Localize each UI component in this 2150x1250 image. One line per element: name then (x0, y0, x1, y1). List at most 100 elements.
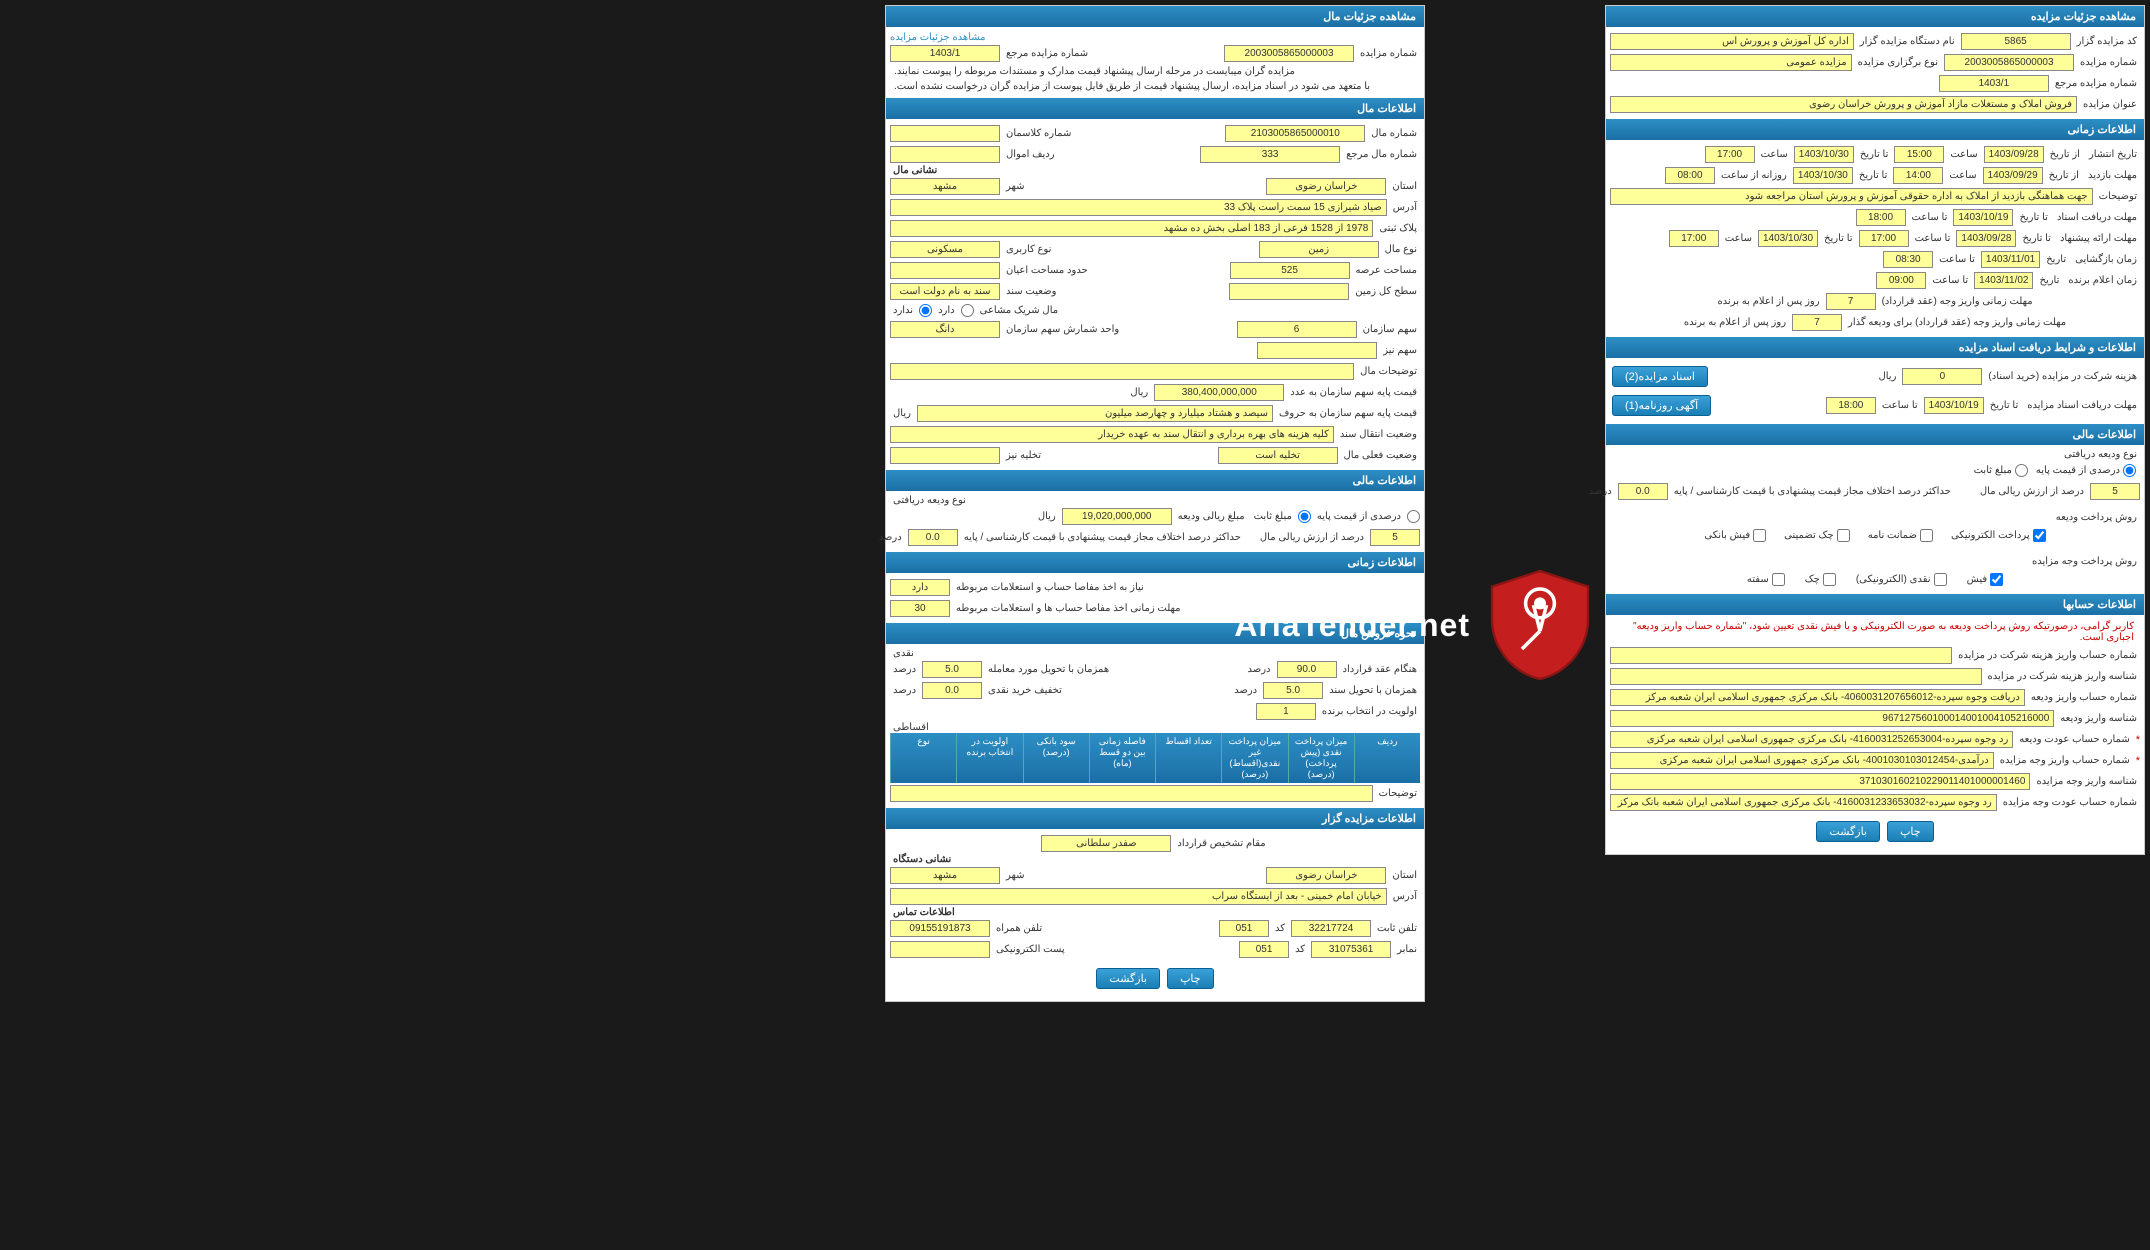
pct-radio[interactable]: درصدی از قیمت پایه (2036, 464, 2136, 477)
section-financial: اطلاعات مالی (1606, 424, 2144, 445)
type-label: نوع برگزاری مزایده (1855, 57, 1941, 68)
city: مشهد (890, 178, 1000, 195)
phone: 32217724 (1291, 920, 1371, 937)
type-field: مزایده عمومی (1610, 54, 1852, 71)
cost-label: هزینه شرکت در مزایده (خرید اسناد) (1985, 371, 2140, 382)
amount-account: درآمدی-4001030103012454- بانک مرکزی جمهو… (1610, 752, 1994, 769)
plate: 1978 از 1528 فرعی از 183 اصلی بخش ده مشه… (890, 220, 1373, 237)
desc-label: توضیحات (2096, 191, 2140, 202)
asset-detail-panel: مشاهده جزئیات مال مشاهده جزئیات مزایده ش… (885, 5, 1425, 1002)
use-type: مسکونی (890, 241, 1000, 258)
deposit-id: 967127560100014001004105216000 (1610, 710, 2054, 727)
shared-yes[interactable]: دارد (935, 304, 974, 317)
chk-check[interactable]: چک (1805, 573, 1836, 586)
ref2: 333 (1200, 146, 1340, 163)
auction-num-label: شماره مزایده (2077, 57, 2140, 68)
view-auction-link[interactable]: مشاهده جزئیات مزایده (890, 32, 986, 43)
print-button-2[interactable]: چاپ (1167, 968, 1214, 989)
subject-label: عنوان مزایده (2080, 99, 2140, 110)
pub-date-label: تاریخ انتشار (2086, 149, 2140, 160)
deposit-type-label: نوع ودیعه دریافتی (1610, 449, 2140, 460)
contract-time-label: مهلت زمانی واریز وجه (عقد قرارداد) (1879, 296, 2036, 307)
cash-check[interactable]: نقدی (الکترونیکی) (1856, 573, 1947, 586)
org-city: مشهد (890, 867, 1000, 884)
inquiry-time: 30 (890, 600, 950, 617)
code-field: 5865 (1961, 33, 2071, 50)
fax-code: 051 (1239, 941, 1289, 958)
code-label: کد مزایده گزار (2074, 36, 2140, 47)
doc-status: سند به نام دولت است (890, 283, 1000, 300)
payment-time-label: مهلت زمانی واریز وجه (عقد قرارداد) برای … (1845, 317, 2069, 328)
ref-label: شماره مزایده مرجع (2052, 78, 2140, 89)
section-accounts: اطلاعات حسابها (1606, 594, 2144, 615)
return-amount-account: رد وجوه سپرده-4160031233653032- بانک مرک… (1610, 794, 1997, 811)
deposit-account: دریافت وجوه سپرده-4060031207656012- بانک… (1610, 689, 2025, 706)
newspaper-button[interactable]: آگهی روزنامه(1) (1612, 395, 1711, 416)
epay-check[interactable]: پرداخت الکترونیکی (1951, 529, 2046, 542)
org-label: نام دستگاه مزایده گزار (1857, 36, 1958, 47)
cheque-check[interactable]: چک تضمینی (1784, 529, 1850, 542)
visit-label: مهلت بازدید (2085, 170, 2140, 181)
shared-no[interactable]: ندارد (890, 304, 932, 317)
inquiry-needed: دارد (890, 579, 950, 596)
subject-field: فروش املاک و مستغلات مازاد آموزش و پرورش… (1610, 96, 2077, 113)
share-unit: دانگ (890, 321, 1000, 338)
asset-type: زمین (1259, 241, 1379, 258)
amount-id: 371030160210229011401000001460 (1610, 773, 2030, 790)
guarantee-check[interactable]: ضمانت نامه (1868, 529, 1933, 542)
section-docs: اطلاعات و شرایط دریافت اسناد مزایده (1606, 337, 2144, 358)
authority: صفدر سلطانی (1041, 835, 1171, 852)
total-share (1257, 342, 1377, 359)
slip-check[interactable]: فیش بانکی (1704, 529, 1766, 542)
receipt-check[interactable]: فیش (1967, 573, 2004, 586)
delivery-pct: 5.0 (922, 661, 982, 678)
desc-field: جهت هماهنگی بازدید از املاک به اداره حقو… (1610, 188, 2093, 205)
auction-ref: 1403/1 (890, 45, 1000, 62)
auction-num: 2003005865000003 (1224, 45, 1354, 62)
cash-discount: 0.0 (922, 682, 982, 699)
item-num: 2103005865000010 (1225, 125, 1365, 142)
fixed-radio-l[interactable]: مبلغ ثابت (1251, 510, 1311, 523)
asset-desc (890, 363, 1354, 380)
ref-field: 1403/1 (1939, 75, 2049, 92)
address: صیاد شیرازی 15 سمت راست پلاک 33 (890, 199, 1387, 216)
doc-deadline-label: مهلت دریافت اسناد مزایده (2024, 400, 2140, 411)
deposit-amount: 19,020,000,000 (1062, 508, 1172, 525)
land-area: 525 (1230, 262, 1350, 279)
safteh-check[interactable]: سفته (1747, 573, 1785, 586)
org-field: اداره کل آموزش و پرورش اس (1610, 33, 1854, 50)
section-auction-detail: مشاهده جزئیات مزایده (1606, 6, 2144, 27)
note-2: با متعهد می شود در اسناد مزایده، ارسال پ… (890, 79, 1420, 94)
back-button[interactable]: بازگشت (1816, 821, 1880, 842)
open-label: زمان بازگشایی (2072, 254, 2140, 265)
pub-from: 1403/09/28 (1984, 146, 2044, 163)
total-area (1229, 283, 1349, 300)
province: خراسان رضوی (1266, 178, 1386, 195)
base-price: 380,400,000,000 (1154, 384, 1284, 401)
fee-account (1610, 647, 1952, 664)
price-text: سیصد و هشتاد میلیارد و چهارصد میلیون (917, 405, 1273, 422)
org-address: خیابان امام خمینی - بعد از ایستگاه سراب (890, 888, 1387, 905)
doc-deadline-label: مهلت دریافت اسناد (2054, 212, 2140, 223)
org-province: خراسان رضوی (1266, 867, 1386, 884)
shield-icon (1480, 565, 1600, 685)
auction-pay-label: روش پرداخت وجه مزایده (2029, 556, 2140, 567)
pct-radio-l[interactable]: درصدی از قیمت پایه (1314, 510, 1420, 523)
mobile: 09155191873 (890, 920, 990, 937)
fixed-radio[interactable]: مبلغ ثابت (1974, 464, 2028, 477)
section-asset-info: اطلاعات مال (886, 98, 1424, 119)
section-financial-left: اطلاعات مالی (886, 470, 1424, 491)
sale-desc (890, 785, 1373, 802)
back-button-2[interactable]: بازگشت (1096, 968, 1160, 989)
note-1: مزایده گران میبایست در مرحله ارسال پیشنه… (890, 64, 1420, 79)
logo-text: AriaTender.net (1234, 607, 1470, 644)
evacuation (890, 447, 1000, 464)
section-auctioneer: اطلاعات مزایده گزار (886, 808, 1424, 829)
auction-detail-panel: مشاهده جزئیات مزایده کد مزایده گزار 5865… (1605, 5, 2145, 855)
print-button[interactable]: چاپ (1887, 821, 1934, 842)
announce-label: زمان اعلام برنده (2065, 275, 2140, 286)
fee-id (1610, 668, 1982, 685)
fax: 31075361 (1311, 941, 1391, 958)
org-share: 6 (1237, 321, 1357, 338)
auction-docs-button[interactable]: اسناد مزایده(2) (1612, 366, 1708, 387)
